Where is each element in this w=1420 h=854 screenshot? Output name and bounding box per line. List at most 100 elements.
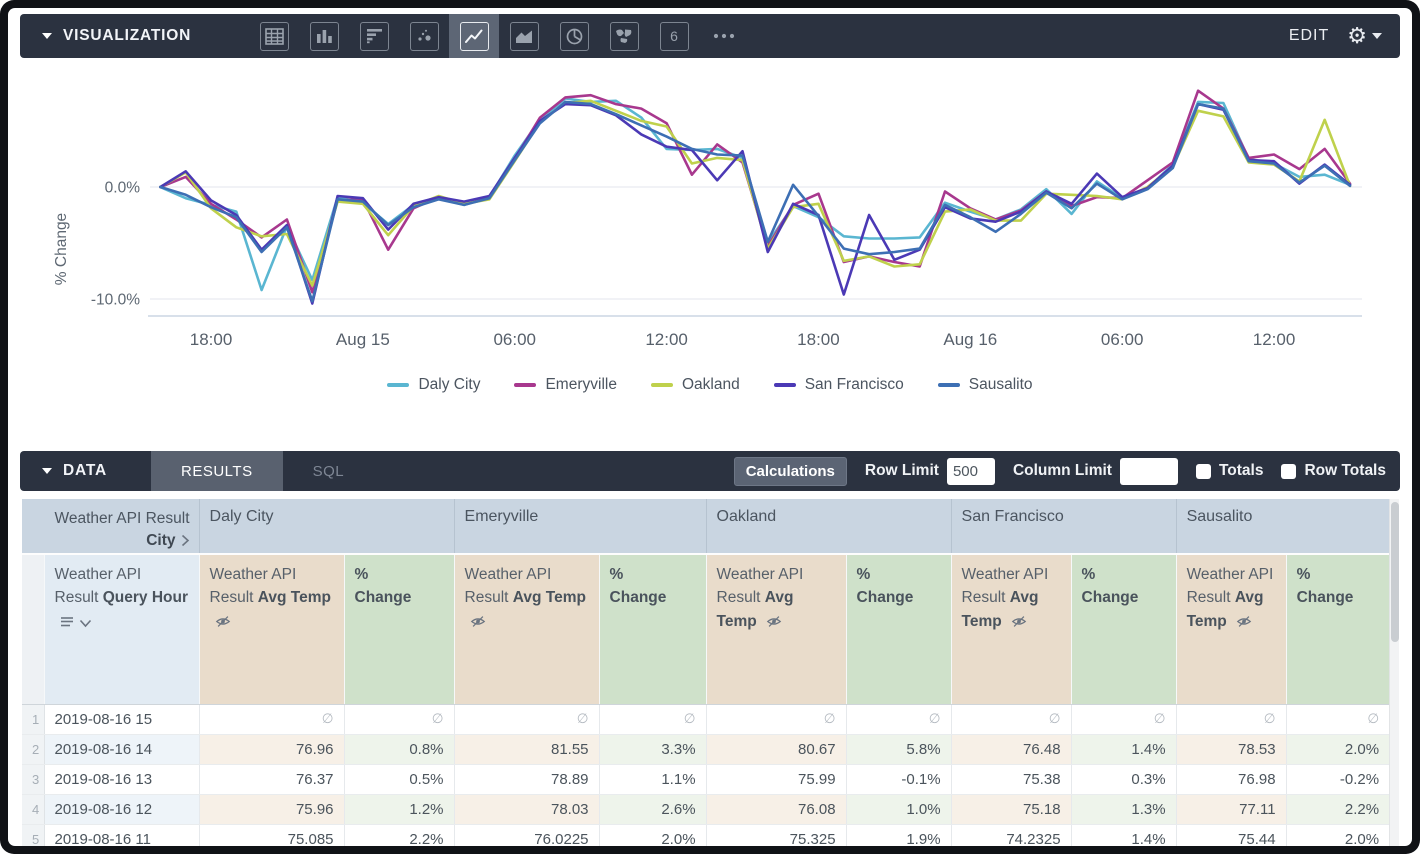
avg-temp-cell[interactable]: 78.03 bbox=[453, 794, 600, 825]
query-hour-cell[interactable]: 2019-08-16 12 bbox=[43, 794, 200, 825]
avg-temp-cell[interactable]: ∅ bbox=[950, 704, 1072, 735]
column-header-pct-change-oakland[interactable]: % Change bbox=[845, 554, 952, 705]
pct-change-cell[interactable]: ∅ bbox=[598, 704, 707, 735]
bar-chart-icon[interactable] bbox=[349, 14, 399, 58]
pivot-header-city[interactable]: Weather API Result City bbox=[22, 499, 200, 555]
column-header-avg-temp-sausalito[interactable]: Weather API Result Avg Temp bbox=[1175, 554, 1287, 705]
avg-temp-cell[interactable]: 76.08 bbox=[705, 794, 847, 825]
avg-temp-cell[interactable]: ∅ bbox=[1175, 704, 1287, 735]
city-group-header-sausalito[interactable]: Sausalito bbox=[1175, 499, 1390, 555]
avg-temp-cell[interactable]: 75.99 bbox=[705, 764, 847, 795]
area-chart-icon[interactable] bbox=[499, 14, 549, 58]
pct-change-cell[interactable]: 1.4% bbox=[1070, 824, 1177, 846]
city-group-header-san-francisco[interactable]: San Francisco bbox=[950, 499, 1177, 555]
series-line-sausalito[interactable] bbox=[159, 100, 1352, 303]
data-collapse[interactable]: DATA bbox=[20, 462, 151, 480]
avg-temp-cell[interactable]: 74.2325 bbox=[950, 824, 1072, 846]
avg-temp-cell[interactable]: 76.48 bbox=[950, 734, 1072, 765]
pct-change-cell[interactable]: 0.8% bbox=[343, 734, 455, 765]
column-chart-icon[interactable] bbox=[299, 14, 349, 58]
avg-temp-cell[interactable]: 76.96 bbox=[198, 734, 345, 765]
avg-temp-cell[interactable]: 76.37 bbox=[198, 764, 345, 795]
avg-temp-cell[interactable]: 75.38 bbox=[950, 764, 1072, 795]
avg-temp-cell[interactable]: 81.55 bbox=[453, 734, 600, 765]
series-line-emeryville[interactable] bbox=[159, 89, 1352, 294]
legend-item-sausalito[interactable]: Sausalito bbox=[937, 376, 1033, 394]
column-header-avg-temp-san-francisco[interactable]: Weather API Result Avg Temp bbox=[950, 554, 1072, 705]
more-icon[interactable] bbox=[699, 14, 749, 58]
series-line-oakland[interactable] bbox=[159, 99, 1352, 287]
avg-temp-cell[interactable]: ∅ bbox=[705, 704, 847, 735]
legend-item-san-francisco[interactable]: San Francisco bbox=[773, 376, 904, 394]
map-icon[interactable] bbox=[599, 14, 649, 58]
query-hour-cell[interactable]: 2019-08-16 15 bbox=[43, 704, 200, 735]
row-totals-checkbox[interactable] bbox=[1281, 463, 1297, 479]
tab-results[interactable]: RESULTS bbox=[151, 451, 283, 491]
row-limit-input[interactable] bbox=[946, 457, 995, 485]
pct-change-cell[interactable]: 5.8% bbox=[845, 734, 952, 765]
pct-change-cell[interactable]: ∅ bbox=[1285, 704, 1390, 735]
query-hour-cell[interactable]: 2019-08-16 14 bbox=[43, 734, 200, 765]
series-line-san-francisco[interactable] bbox=[159, 102, 1352, 305]
totals-checkbox[interactable] bbox=[1195, 463, 1211, 479]
column-header-pct-change-daly-city[interactable]: % Change bbox=[343, 554, 455, 705]
pct-change-cell[interactable]: 1.3% bbox=[1070, 794, 1177, 825]
pct-change-cell[interactable]: 1.4% bbox=[1070, 734, 1177, 765]
avg-temp-cell[interactable]: 76.98 bbox=[1175, 764, 1287, 795]
pct-change-cell[interactable]: 1.0% bbox=[845, 794, 952, 825]
pct-change-cell[interactable]: ∅ bbox=[1070, 704, 1177, 735]
avg-temp-cell[interactable]: 78.53 bbox=[1175, 734, 1287, 765]
query-hour-cell[interactable]: 2019-08-16 13 bbox=[43, 764, 200, 795]
pct-change-cell[interactable]: 1.1% bbox=[598, 764, 707, 795]
pie-chart-icon[interactable] bbox=[549, 14, 599, 58]
pct-change-cell[interactable]: 1.9% bbox=[845, 824, 952, 846]
pct-change-cell[interactable]: -0.2% bbox=[1285, 764, 1390, 795]
pct-change-cell[interactable]: ∅ bbox=[845, 704, 952, 735]
avg-temp-cell[interactable]: 76.0225 bbox=[453, 824, 600, 846]
city-group-header-oakland[interactable]: Oakland bbox=[705, 499, 952, 555]
edit-button[interactable]: EDIT bbox=[1288, 27, 1330, 44]
visualization-collapse[interactable]: VISUALIZATION bbox=[20, 27, 191, 45]
city-group-header-daly-city[interactable]: Daly City bbox=[198, 499, 455, 555]
pct-change-cell[interactable]: 2.6% bbox=[598, 794, 707, 825]
line-chart-icon[interactable] bbox=[449, 14, 500, 58]
legend-item-emeryville[interactable]: Emeryville bbox=[514, 376, 617, 394]
avg-temp-cell[interactable]: 75.96 bbox=[198, 794, 345, 825]
pct-change-cell[interactable]: 0.5% bbox=[343, 764, 455, 795]
pct-change-cell[interactable]: 2.2% bbox=[1285, 794, 1390, 825]
pct-change-cell[interactable]: 2.2% bbox=[343, 824, 455, 846]
column-header-pct-change-san-francisco[interactable]: % Change bbox=[1070, 554, 1177, 705]
avg-temp-cell[interactable]: 78.89 bbox=[453, 764, 600, 795]
pct-change-cell[interactable]: 0.3% bbox=[1070, 764, 1177, 795]
query-hour-cell[interactable]: 2019-08-16 11 bbox=[43, 824, 200, 846]
legend-item-daly-city[interactable]: Daly City bbox=[387, 376, 480, 394]
column-header-pct-change-emeryville[interactable]: % Change bbox=[598, 554, 707, 705]
avg-temp-cell[interactable]: 75.44 bbox=[1175, 824, 1287, 846]
avg-temp-cell[interactable]: 75.18 bbox=[950, 794, 1072, 825]
percent-change-line-chart[interactable]: 0.0% -10.0% % Change 18:00 Aug 15 06:00 12:00 1… bbox=[8, 58, 1412, 358]
pct-change-cell[interactable]: 3.3% bbox=[598, 734, 707, 765]
tab-sql[interactable]: SQL bbox=[312, 462, 345, 480]
series-line-daly-city[interactable] bbox=[159, 97, 1352, 292]
pct-change-cell[interactable]: 1.2% bbox=[343, 794, 455, 825]
pct-change-cell[interactable]: ∅ bbox=[343, 704, 455, 735]
pct-change-cell[interactable]: -0.1% bbox=[845, 764, 952, 795]
column-header-avg-temp-daly-city[interactable]: Weather API Result Avg Temp bbox=[198, 554, 345, 705]
pct-change-cell[interactable]: 2.0% bbox=[1285, 734, 1390, 765]
table-icon[interactable] bbox=[249, 14, 299, 58]
table-scrollbar-thumb[interactable] bbox=[1391, 502, 1400, 642]
avg-temp-cell[interactable]: 75.325 bbox=[705, 824, 847, 846]
avg-temp-cell[interactable]: 75.085 bbox=[198, 824, 345, 846]
column-header-avg-temp-emeryville[interactable]: Weather API Result Avg Temp bbox=[453, 554, 600, 705]
pct-change-cell[interactable]: 2.0% bbox=[598, 824, 707, 846]
avg-temp-cell[interactable]: ∅ bbox=[453, 704, 600, 735]
single-value-icon[interactable]: 6 bbox=[649, 14, 699, 58]
column-limit-input[interactable] bbox=[1119, 457, 1178, 485]
scatter-icon[interactable] bbox=[399, 14, 449, 58]
viz-settings-button[interactable]: ⚙ bbox=[1347, 25, 1382, 47]
calculations-button[interactable]: Calculations bbox=[733, 456, 847, 486]
column-header-pct-change-sausalito[interactable]: % Change bbox=[1285, 554, 1390, 705]
pct-change-cell[interactable]: 2.0% bbox=[1285, 824, 1390, 846]
avg-temp-cell[interactable]: 80.67 bbox=[705, 734, 847, 765]
city-group-header-emeryville[interactable]: Emeryville bbox=[453, 499, 707, 555]
